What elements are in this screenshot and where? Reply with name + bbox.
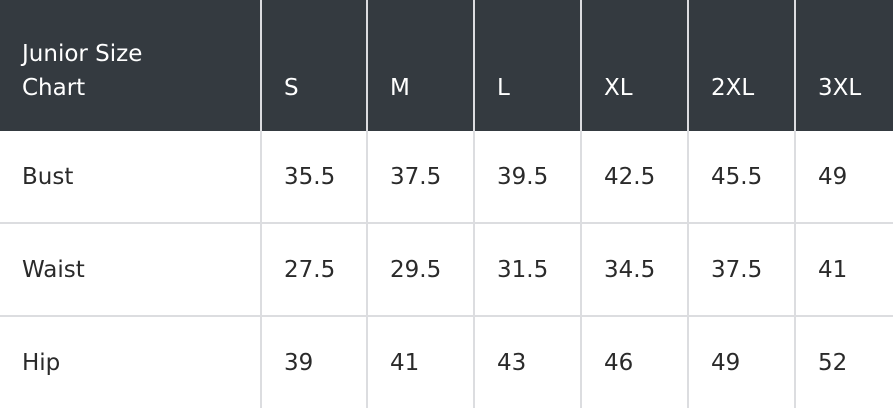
row-label: Bust [22, 163, 74, 190]
cell: 34.5 [580, 222, 688, 316]
size-header: XL [580, 0, 688, 131]
cell: 31.5 [473, 222, 581, 316]
cell: 39 [260, 315, 367, 408]
cell: 49 [794, 131, 893, 223]
size-header: S [260, 0, 367, 131]
cell: 35.5 [260, 131, 367, 223]
cell: 42.5 [580, 131, 688, 223]
header-row: Junior Size Chart S M L XL 2XL 3XL [0, 0, 893, 131]
table-row: Waist 27.5 29.5 31.5 34.5 37.5 41 [0, 222, 893, 316]
table-row: Hip 39 41 43 46 49 52 [0, 315, 893, 408]
table-row: Bust 35.5 37.5 39.5 42.5 45.5 49 [0, 131, 893, 223]
size-header: M [366, 0, 474, 131]
size-header: L [473, 0, 581, 131]
cell: 46 [580, 315, 688, 408]
cell: 52 [794, 315, 893, 408]
cell: 43 [473, 315, 581, 408]
title-line-1: Junior Size [22, 41, 143, 67]
cell: 39.5 [473, 131, 581, 223]
cell: 37.5 [366, 131, 474, 223]
row-label: Waist [0, 222, 261, 316]
cell: 27.5 [260, 222, 367, 316]
cell: 37.5 [687, 222, 795, 316]
cell: 29.5 [366, 222, 474, 316]
cell: 41 [366, 315, 474, 408]
row-label: Hip [0, 315, 261, 408]
size-header: 2XL [687, 0, 795, 131]
cell: 41 [794, 222, 893, 316]
table-title: Junior Size Chart [0, 0, 261, 131]
cell: 49 [687, 315, 795, 408]
cell: 45.5 [687, 131, 795, 223]
title-line-2: Chart [22, 75, 86, 101]
size-header: 3XL [794, 0, 893, 131]
